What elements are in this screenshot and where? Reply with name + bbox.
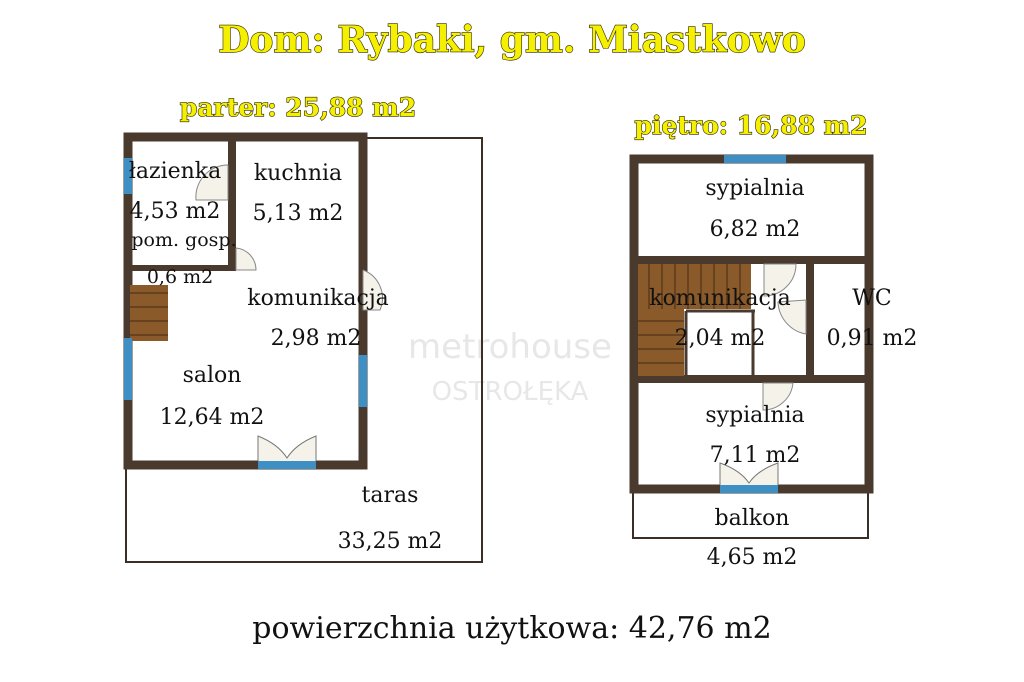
room-name-salon: salon <box>183 363 242 388</box>
window <box>124 158 132 194</box>
room-area-salon: 12,64 m2 <box>160 405 265 430</box>
total-usable-area: powierzchnia użytkowa: 42,76 m2 <box>252 611 771 646</box>
room-name-komunikacja-upper: komunikacja <box>649 286 791 311</box>
room-name-komunikacja: komunikacja <box>247 286 389 311</box>
room-name-balkon: balkon <box>715 506 790 531</box>
balcony-door <box>720 485 778 493</box>
room-area-komunikacja-upper: 2,04 m2 <box>675 326 766 351</box>
door <box>763 263 797 297</box>
stairs <box>638 264 751 309</box>
window <box>724 155 786 163</box>
stairs <box>638 309 684 376</box>
room-area-taras: 33,25 m2 <box>338 529 443 554</box>
watermark-brand: metrohouse <box>408 327 612 367</box>
upper-floor-label: piętro: 16,88 m2 <box>634 111 867 140</box>
room-name-taras: taras <box>362 483 419 508</box>
room-name-kuchnia: kuchnia <box>254 161 342 186</box>
room-area-pom-gosp: 0,6 m2 <box>147 266 213 288</box>
window <box>359 355 367 407</box>
room-name-sypialnia-2: sypialnia <box>705 403 804 428</box>
room-name-lazienka: łazienka <box>129 159 222 184</box>
room-area-komunikacja: 2,98 m2 <box>271 326 362 351</box>
room-area-sypialnia-2: 7,11 m2 <box>710 443 801 468</box>
room-area-balkon: 4,65 m2 <box>707 545 798 570</box>
door <box>362 269 383 311</box>
room-name-pom-gosp: pom. gosp. <box>131 229 236 251</box>
door <box>195 164 229 201</box>
room-name-sypialnia-1: sypialnia <box>705 176 804 201</box>
page-title: Dom: Rybaki, gm. Miastkowo <box>218 19 806 61</box>
upper-floor-plan <box>629 154 874 539</box>
terrace-door <box>258 461 316 469</box>
room-area-kuchnia: 5,13 m2 <box>253 201 344 226</box>
window <box>124 338 132 400</box>
room-area-wc: 0,91 m2 <box>827 326 918 351</box>
door <box>762 382 794 411</box>
ground-floor-plan <box>123 132 483 563</box>
room-area-lazienka: 4,53 m2 <box>130 199 221 224</box>
room-area-sypialnia-1: 6,82 m2 <box>710 217 801 242</box>
room-name-wc: WC <box>852 286 891 311</box>
stairs <box>130 285 168 341</box>
ground-floor-label: parter: 25,88 m2 <box>180 93 416 122</box>
door <box>235 247 257 271</box>
watermark-city: OSTROŁĘKA <box>432 377 589 407</box>
door <box>777 299 807 335</box>
